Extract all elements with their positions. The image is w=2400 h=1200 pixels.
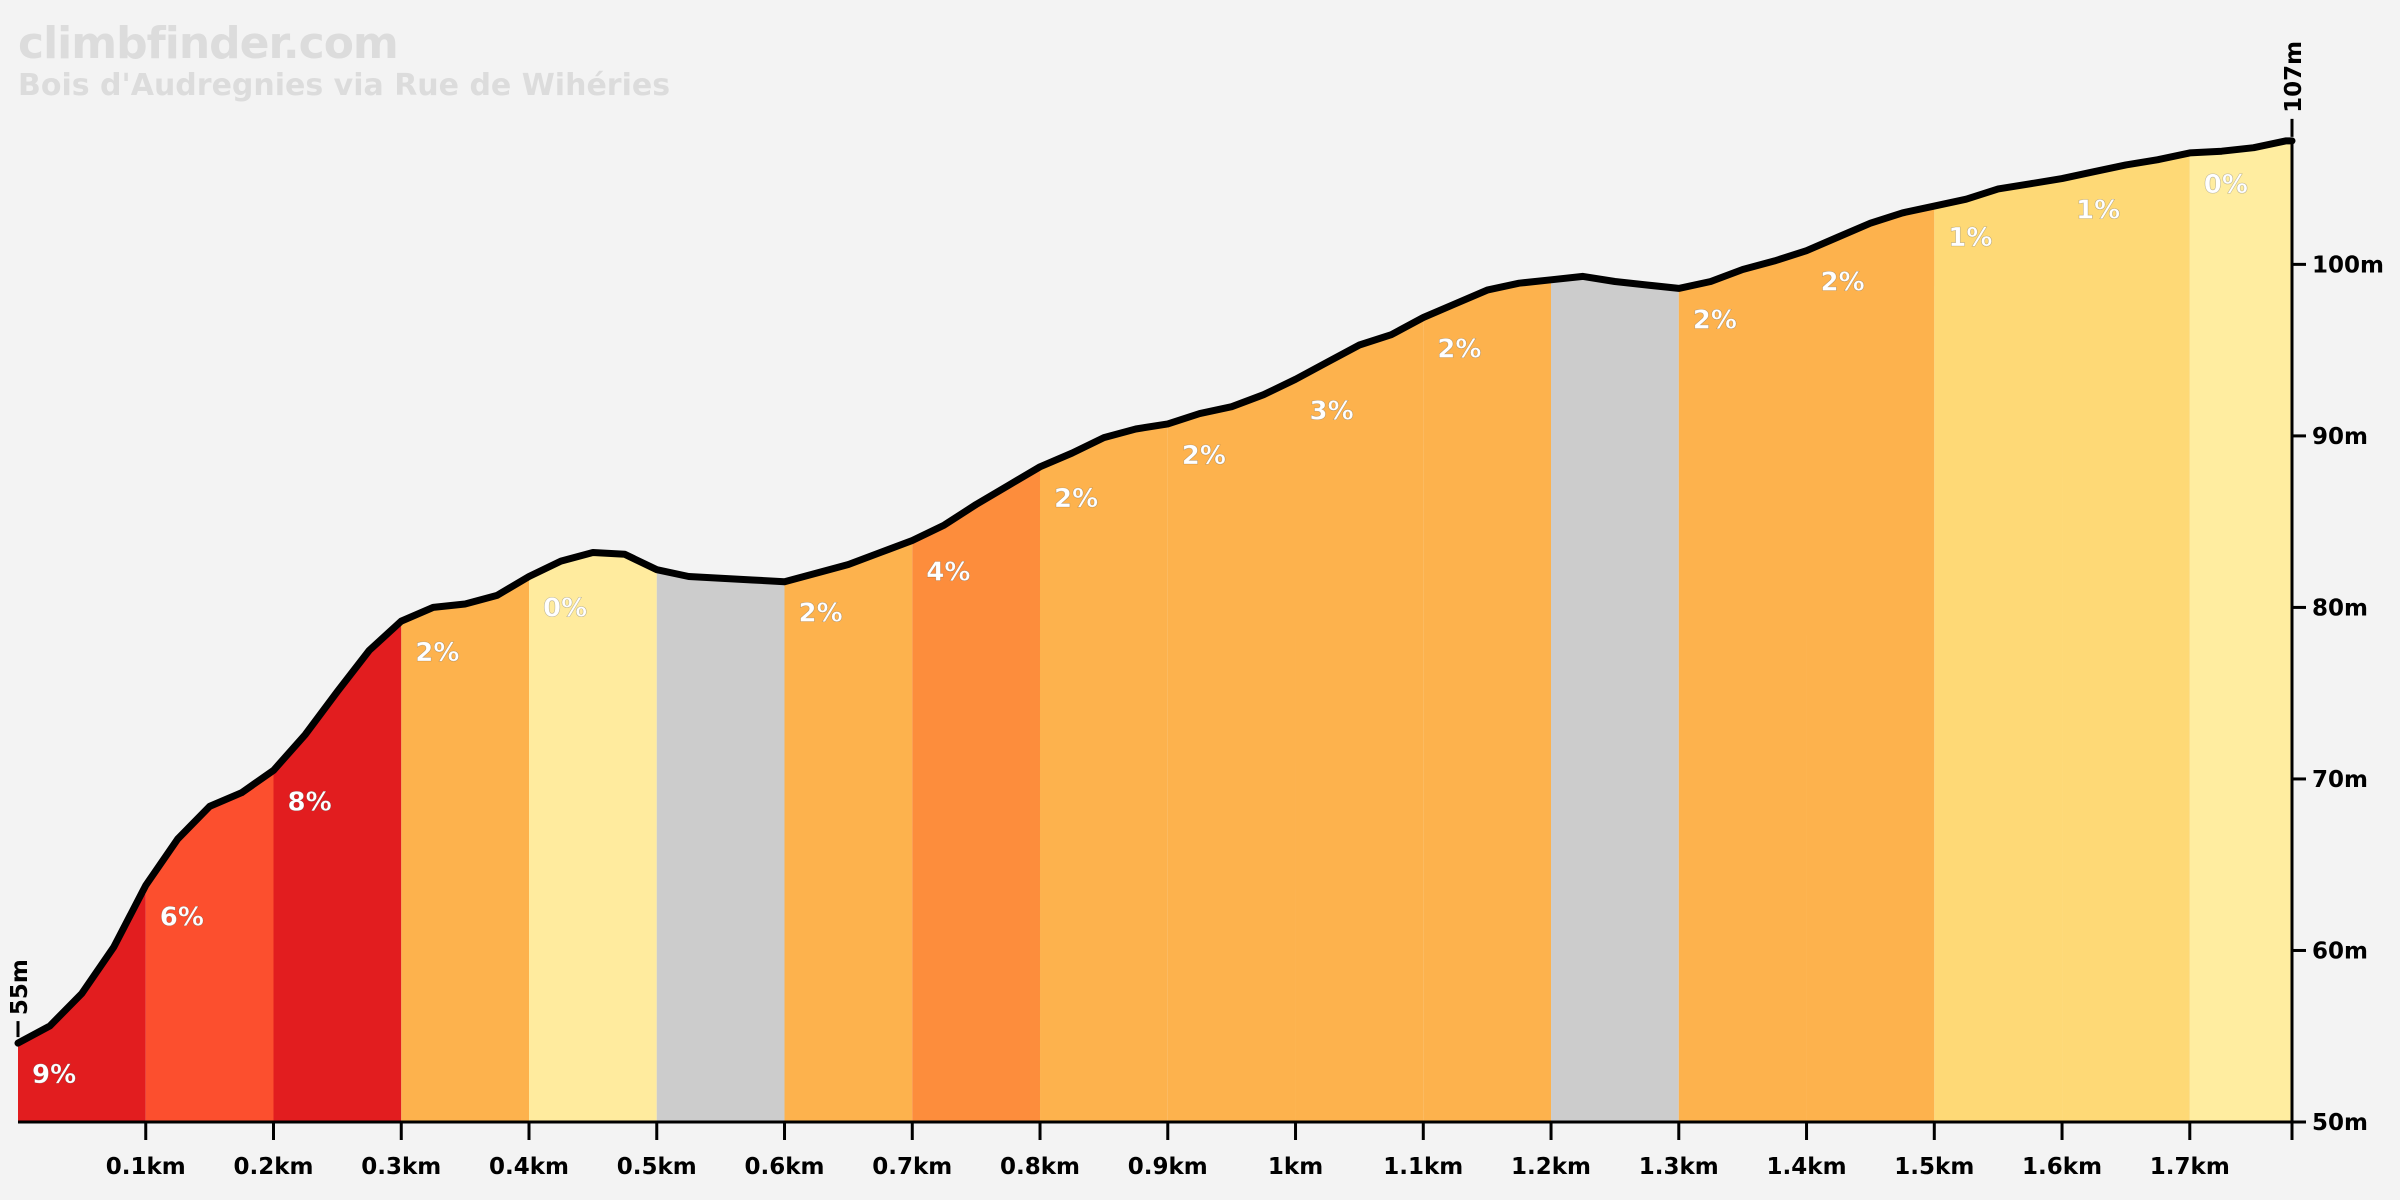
x-tick-label: 1.7km	[2150, 1154, 2230, 1180]
y-tick-label: 60m	[2312, 938, 2368, 964]
y-tick-label: 100m	[2312, 252, 2384, 278]
segment-gradient-label: 0%	[543, 594, 587, 624]
segment-gradient-label: 1%	[1948, 223, 1992, 253]
site-brand: climbfinder.com	[18, 18, 399, 69]
segment-gradient-label: 0%	[2204, 170, 2248, 200]
segment-gradient-label: 2%	[1821, 268, 1865, 298]
profile-line-layer	[14, 137, 2296, 1047]
gradient-segment	[1295, 317, 1424, 1122]
gradient-segments	[18, 140, 2292, 1123]
y-tick-label: 80m	[2312, 595, 2368, 621]
gradient-segment	[1167, 379, 1296, 1122]
x-tick-label: 0.4km	[489, 1154, 569, 1180]
x-tick-label: 0.6km	[745, 1154, 825, 1180]
segment-gradient-label: 2%	[1182, 441, 1226, 471]
x-tick-label: 0.8km	[1000, 1154, 1080, 1180]
gradient-segment	[1551, 276, 1679, 1122]
segment-gradient-label: 1%	[2076, 196, 2120, 226]
segment-gradient-label: 8%	[288, 787, 332, 817]
elevation-profile-line	[14, 137, 2296, 1047]
gradient-segment	[273, 621, 402, 1122]
x-tick-label: 1.4km	[1767, 1154, 1847, 1180]
climb-title: Bois d'Audregnies via Rue de Wihéries	[18, 68, 671, 103]
gradient-segment	[2189, 140, 2292, 1122]
gradient-segment	[1806, 206, 1935, 1123]
y-tick-label: 70m	[2312, 767, 2368, 793]
x-tick-label: 1.2km	[1511, 1154, 1591, 1180]
gradient-segment	[18, 885, 146, 1122]
axes: 0.1km 0.2km 0.3km 0.4km 0.5km 0.6km 0.7km 0.8km…	[7, 41, 2384, 1180]
gradient-segment	[529, 552, 657, 1122]
segment-gradient-label: 9%	[32, 1060, 76, 1090]
gradient-segment	[145, 770, 274, 1122]
x-tick-label: 0.5km	[617, 1154, 697, 1180]
gradient-segment	[912, 466, 1041, 1122]
gradient-segment	[1678, 250, 1807, 1122]
gradient-segment	[1934, 178, 2063, 1123]
gradient-segment	[1040, 423, 1168, 1122]
segment-gradient-label: 2%	[1437, 335, 1481, 365]
segment-gradient-label: 3%	[1310, 396, 1354, 426]
x-tick-label: 1.3km	[1639, 1154, 1719, 1180]
x-tick-label: 0.9km	[1128, 1154, 1208, 1180]
gradient-segment	[656, 569, 785, 1122]
x-tick-label: 1.6km	[2022, 1154, 2102, 1180]
segment-gradient-label: 2%	[799, 599, 843, 629]
y-tick-label: 90m	[2312, 424, 2368, 450]
segment-gradient-label: 4%	[926, 558, 970, 588]
x-tick-label: 1.5km	[1894, 1154, 1974, 1180]
gradient-segment	[1423, 279, 1552, 1122]
x-tick-label: 0.2km	[233, 1154, 313, 1180]
gradient-segment	[2062, 152, 2190, 1122]
x-tick-label: 0.3km	[361, 1154, 441, 1180]
gradient-segment	[784, 540, 913, 1122]
segment-gradient-label: 2%	[415, 638, 459, 668]
gradient-segment	[401, 576, 530, 1122]
segment-labels: 9% 6% 8% 2% 0% 2% 4% 2% 2% 3% 2% 2% 2% 1% 1% 0%	[32, 170, 2249, 1091]
x-tick-label: 1km	[1268, 1154, 1323, 1180]
y-tick-label: 50m	[2312, 1110, 2368, 1136]
x-tick-label: 0.1km	[106, 1154, 186, 1180]
segment-gradient-label: 6%	[160, 902, 204, 932]
segment-gradient-label: 2%	[1054, 484, 1098, 514]
x-tick-label: 1.1km	[1383, 1154, 1463, 1180]
x-tick-label: 0.7km	[872, 1154, 952, 1180]
end-elevation-label: 107m	[2281, 41, 2307, 113]
segment-gradient-label: 2%	[1693, 305, 1737, 335]
start-elevation-label: 55m	[7, 959, 33, 1015]
